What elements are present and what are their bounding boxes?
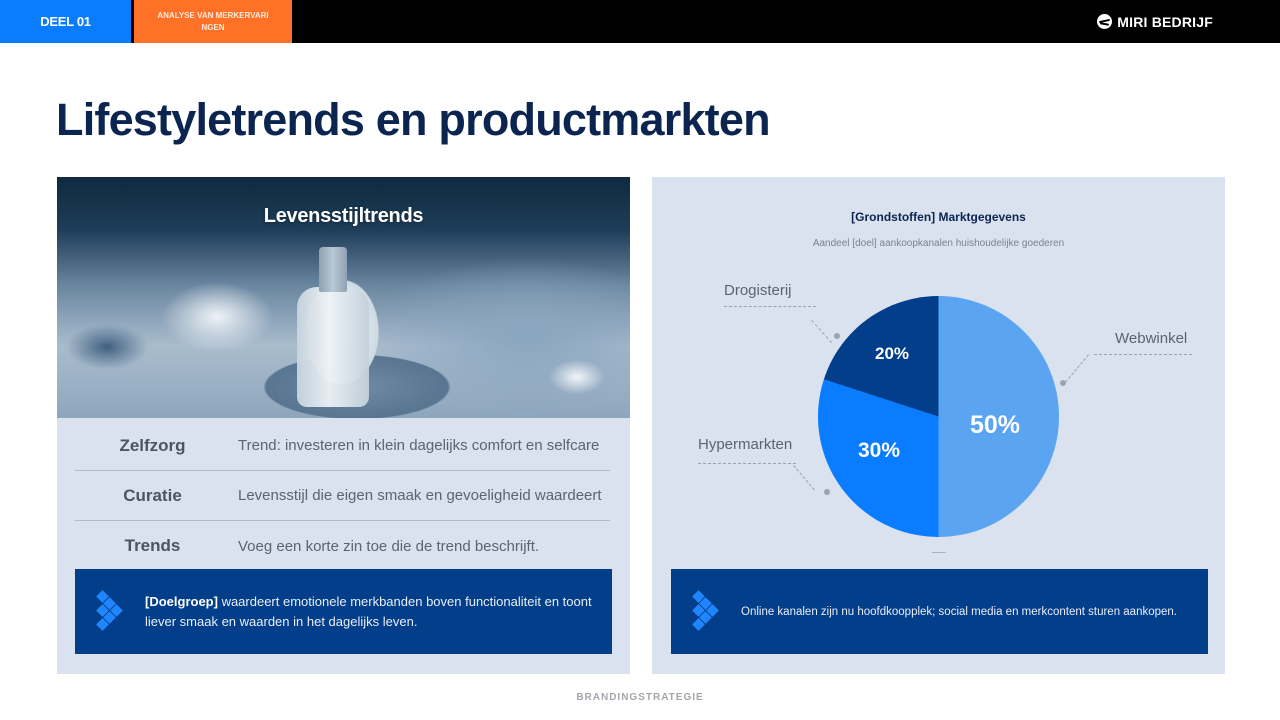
diamond-cluster-icon	[95, 589, 125, 634]
bottle-image	[297, 247, 369, 407]
trend-value: Voeg een korte zin toe die de trend besc…	[238, 537, 540, 555]
leader-line	[724, 306, 816, 307]
callout-drogisterij: Drogisterij	[724, 282, 792, 299]
chart-source-mark	[932, 552, 946, 553]
topic-tab[interactable]: ANALYSE VAN MERKERVARI NGEN	[134, 0, 292, 43]
trend-table: Zelfzorg Trend: investeren in klein dage…	[75, 421, 610, 571]
slice-label-webwinkel: 50%	[970, 411, 1021, 439]
brand: MIRI BEDRIJF	[1097, 0, 1213, 43]
diamond-cluster-icon	[691, 589, 721, 634]
chart-title: [Grondstoffen] Marktgegevens	[851, 210, 1026, 224]
trend-key: Trends	[124, 536, 181, 555]
section-tab[interactable]: DEEL 01	[0, 0, 131, 43]
chart-subtitle: Aandeel [doel] aankoopkanalen huishoudel…	[812, 238, 1065, 249]
leader-line	[793, 465, 815, 491]
leader-dot	[824, 489, 830, 495]
pie-disc	[818, 296, 1059, 537]
page-title: Lifestyletrends en productmarkten	[56, 94, 771, 145]
slice-label-drogisterij: 20%	[875, 344, 910, 363]
audience-insight-body: waardeert emotionele merkbanden boven fu…	[145, 593, 592, 629]
top-bar: DEEL 01 ANALYSE VAN MERKERVARI NGEN MIRI…	[0, 0, 1280, 43]
callout-hypermarkten: Hypermarkten	[698, 436, 793, 453]
hero-image: Levensstijltrends	[57, 177, 630, 418]
leader-dot	[834, 333, 840, 339]
pie-chart: 50% 30% 20%	[818, 296, 1059, 537]
leader-line	[698, 463, 796, 464]
trend-value: Trend: investeren in klein dagelijks com…	[238, 437, 600, 454]
audience-insight-text: [Doelgroep] waardeert emotionele merkban…	[145, 592, 612, 632]
callout-webwinkel: Webwinkel	[1115, 330, 1188, 347]
slice-label-hypermarkten: 30%	[858, 439, 901, 462]
leader-dot	[1060, 380, 1066, 386]
leader-line	[1094, 354, 1192, 355]
market-data-panel: [Grondstoffen] Marktgegevens Aandeel [do…	[652, 177, 1225, 674]
trend-key: Curatie	[123, 485, 182, 505]
hero-title: Levensstijltrends	[263, 205, 424, 227]
channel-insight-box: Online kanalen zijn nu hoofdkoopplek; so…	[671, 569, 1208, 654]
trend-row: Trends Voeg een korte zin toe die de tre…	[75, 521, 610, 571]
footer-label: BRANDINGSTRATEGIE	[576, 692, 704, 703]
trend-row: Curatie Levensstijl die eigen smaak en g…	[75, 471, 610, 521]
audience-insight-box: [Doelgroep] waardeert emotionele merkban…	[75, 569, 612, 654]
brand-logo-icon	[1097, 14, 1113, 29]
channel-insight-text: Online kanalen zijn nu hoofdkoopplek; so…	[741, 605, 1178, 618]
audience-insight-bold: [Doelgroep]	[145, 593, 218, 609]
trend-key: Zelfzorg	[119, 435, 186, 455]
leader-line	[1065, 354, 1089, 383]
lifestyle-trends-panel: Levensstijltrends Zelfzorg Trend: invest…	[57, 177, 630, 674]
brand-name: MIRI BEDRIJF	[1117, 13, 1213, 30]
trend-row: Zelfzorg Trend: investeren in klein dage…	[75, 421, 610, 471]
trend-value: Levensstijl die eigen smaak en gevoeligh…	[238, 487, 602, 504]
